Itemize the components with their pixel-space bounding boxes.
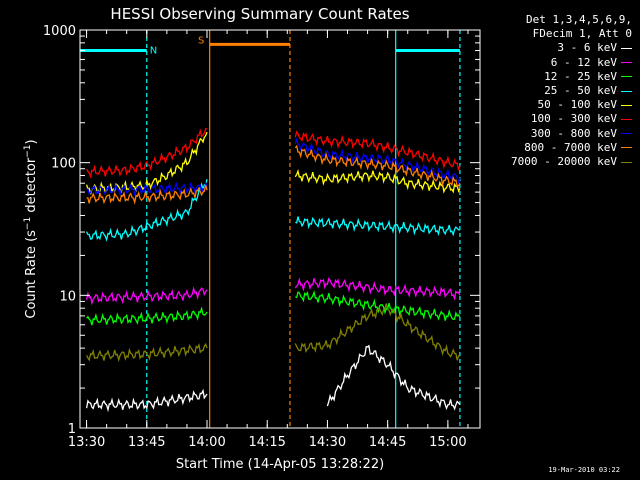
series-line-6-seg1	[294, 138, 461, 185]
legend-item-2: 12 - 25 keV	[511, 70, 632, 84]
series-6	[86, 138, 461, 197]
x-axis-label: Start Time (14-Apr-05 13:28:22)	[176, 457, 384, 472]
legend-label: 25 - 50 keV	[544, 84, 617, 98]
series-line-2-seg1	[295, 290, 461, 321]
legend-swatch	[621, 62, 632, 64]
legend-label: 12 - 25 keV	[544, 69, 617, 83]
series-8	[86, 303, 460, 363]
legend-swatch	[621, 104, 632, 106]
series-line-0-seg0	[85, 388, 208, 413]
plot-frame	[79, 29, 481, 429]
legend-item-8: 7000 - 20000 keV	[511, 155, 632, 169]
series-0	[85, 344, 461, 413]
legend-label: 800 - 7000 keV	[524, 140, 617, 154]
y-tick-label-1: 10	[59, 289, 76, 304]
series-5	[86, 128, 461, 179]
legend-swatch	[621, 76, 632, 78]
x-tick-label-6: 15:00	[429, 435, 466, 450]
series-3	[86, 179, 461, 242]
legend-header-1: Det 1,3,4,5,6,9,	[526, 13, 632, 26]
legend-header-2: FDecim 1, Att 0	[532, 27, 632, 41]
chart-title: HESSI Observing Summary Count Rates	[110, 5, 409, 23]
legend-item-5: 100 - 300 keV	[511, 112, 632, 126]
legend-swatch	[621, 147, 632, 149]
legend-item-4: 50 - 100 keV	[511, 98, 632, 112]
x-tick-label-3: 14:15	[248, 435, 285, 450]
legend-swatch	[621, 133, 632, 135]
y-tick-label-2: 100	[51, 157, 76, 172]
legend-swatch	[621, 47, 632, 49]
footer-timestamp: 19-Mar-2010 03:22	[548, 466, 620, 474]
legend-label: 300 - 800 keV	[530, 126, 617, 140]
annotation-label-S: S	[198, 35, 204, 46]
x-tick-label-4: 14:30	[309, 435, 346, 450]
series-line-0-seg1	[326, 344, 461, 411]
series-line-2-seg0	[86, 306, 208, 326]
series-line-6-seg0	[86, 180, 208, 197]
series-line-1-seg1	[294, 277, 461, 301]
legend-item-6: 300 - 800 keV	[511, 127, 632, 141]
series-line-7-seg0	[86, 185, 208, 205]
legend-label: 6 - 12 keV	[550, 55, 617, 69]
legend-label: 3 - 6 keV	[557, 41, 617, 55]
x-tick-label-2: 14:00	[188, 435, 225, 450]
x-tick-label-0: 13:30	[68, 435, 105, 450]
legend-swatch	[621, 118, 632, 120]
legend-label: 100 - 300 keV	[530, 112, 617, 126]
legend-swatch	[621, 90, 632, 92]
legend-item-7: 800 - 7000 keV	[511, 141, 632, 155]
legend-item-0: 3 - 6 keV	[511, 41, 632, 55]
series-line-1-seg0	[85, 286, 208, 306]
series-line-4-seg1	[294, 169, 461, 194]
x-tick-label-1: 13:45	[128, 435, 165, 450]
series-line-8-seg0	[86, 342, 208, 363]
legend-item-3: 25 - 50 keV	[511, 84, 632, 98]
legend-label: 50 - 100 keV	[537, 98, 617, 112]
x-tick-label-5: 14:45	[369, 435, 406, 450]
y-axis-label: Count Rate (s−1 detector−1)	[23, 139, 39, 318]
series-line-5-seg0	[86, 128, 207, 179]
chart-legend: Det 1,3,4,5,6,9, FDecim 1, Att 0 3 - 6 k…	[511, 13, 632, 169]
legend-swatch	[621, 161, 632, 163]
series-7	[86, 144, 461, 205]
legend-label: 7000 - 20000 keV	[511, 155, 617, 169]
annotation-label-N: N	[150, 46, 157, 57]
series-1	[85, 277, 461, 306]
series-line-5-seg1	[294, 130, 461, 171]
series-line-3-seg1	[295, 216, 461, 237]
series-line-7-seg1	[294, 144, 461, 188]
legend-item-1: 6 - 12 keV	[511, 56, 632, 70]
series-line-3-seg0	[86, 179, 208, 242]
y-tick-label-0: 1	[68, 422, 76, 437]
series-line-8-seg1	[294, 303, 460, 361]
y-tick-label-3: 1000	[43, 24, 76, 39]
